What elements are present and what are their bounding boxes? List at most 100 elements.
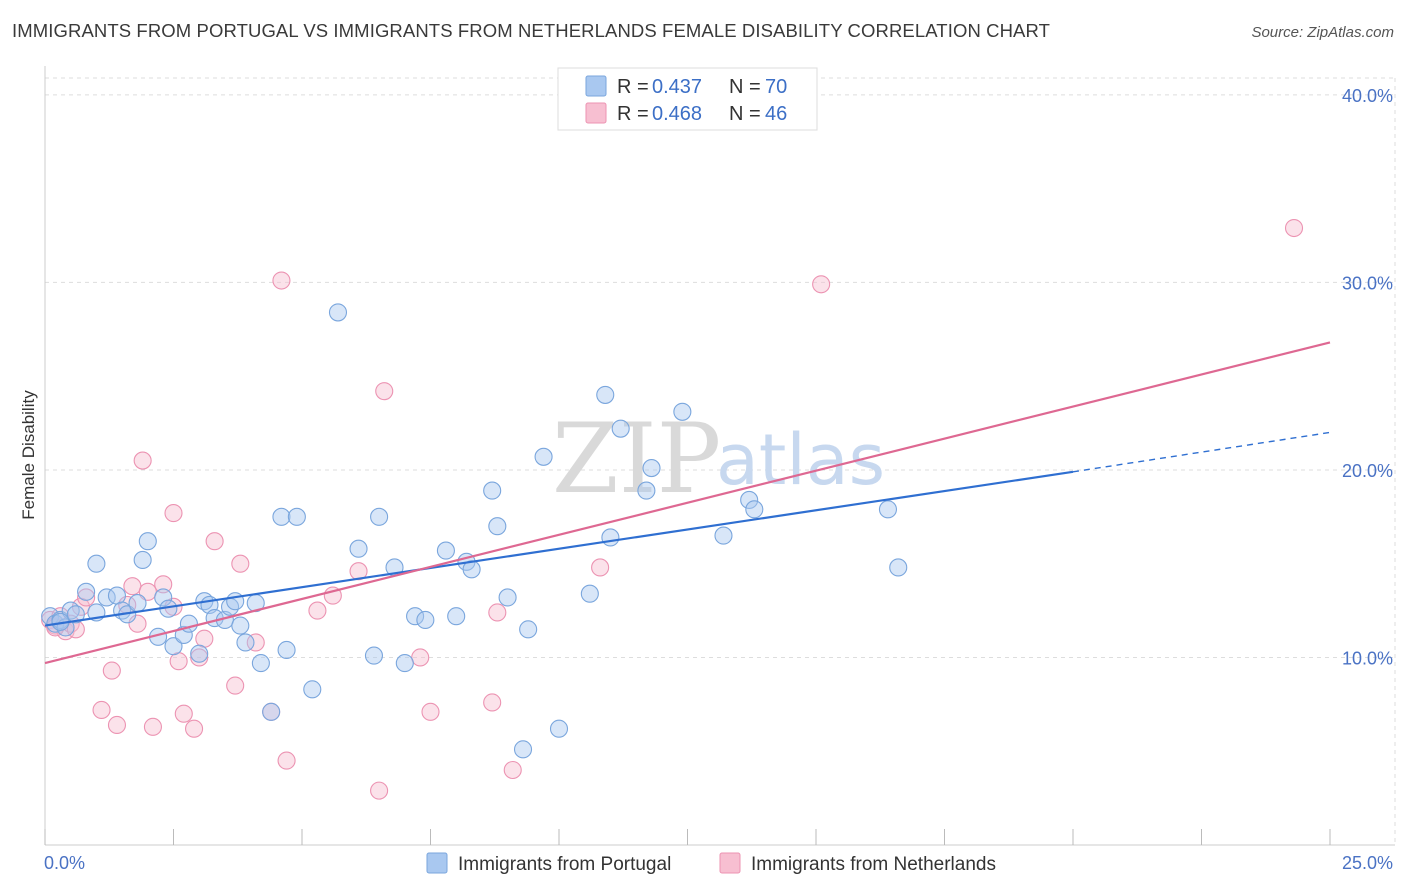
portugal-point — [596, 385, 615, 404]
legend-n-label-portugal: N = — [729, 76, 761, 98]
portugal-point — [262, 702, 281, 721]
portugal-point — [395, 654, 414, 673]
netherlands-point — [375, 382, 394, 401]
portugal-point — [406, 607, 425, 626]
y-tick-label: 10.0% — [1342, 648, 1393, 668]
netherlands-point — [370, 781, 389, 800]
bottom-legend-swatch-portugal — [426, 852, 448, 874]
portugal-point — [133, 550, 152, 570]
source-credit: Source: ZipAtlas.com — [1251, 24, 1394, 41]
netherlands-point — [169, 652, 188, 671]
netherlands-point — [185, 719, 204, 738]
portugal-point — [154, 588, 173, 607]
y-tick-label: 20.0% — [1342, 461, 1393, 481]
netherlands-point — [205, 532, 224, 551]
portugal-point — [231, 616, 250, 635]
legend-r-value-portugal: 0.437 — [652, 76, 702, 98]
portugal-point — [190, 644, 209, 663]
portugal-point — [745, 500, 764, 519]
y-tick-label: 30.0% — [1342, 273, 1393, 293]
y-axis-title: Female Disability — [19, 390, 38, 520]
portugal-point — [642, 459, 661, 478]
netherlands-point — [812, 275, 831, 294]
portugal-point — [740, 490, 759, 509]
bottom-legend-label-portugal: Immigrants from Portugal — [458, 854, 671, 875]
netherlands-point — [190, 648, 209, 667]
portugal-point — [77, 582, 96, 601]
bottom-legend-label-netherlands: Immigrants from Netherlands — [751, 854, 996, 875]
netherlands-trend-line — [44, 341, 1331, 665]
portugal-point — [236, 633, 255, 652]
portugal-point — [889, 558, 908, 577]
netherlands-point — [92, 700, 111, 720]
axes — [44, 66, 1395, 846]
portugal-point — [303, 680, 322, 699]
portugal-point — [488, 517, 507, 536]
portugal-point — [277, 640, 296, 660]
legend-r-value-netherlands: 0.468 — [652, 103, 702, 125]
watermark: ZIP atlas — [552, 403, 885, 515]
portugal-point — [107, 586, 127, 605]
netherlands-point — [272, 271, 291, 290]
netherlands-point — [246, 633, 265, 652]
portugal-point — [87, 554, 106, 573]
bottom-legend: Immigrants from Portugal Immigrants from… — [426, 852, 996, 875]
portugal-trend-extension — [1072, 431, 1331, 473]
portugal-point — [349, 539, 368, 558]
netherlands-point — [133, 451, 152, 470]
x-tick-labels: 0.0% 25.0% — [44, 853, 1393, 873]
netherlands-point — [102, 661, 121, 680]
y-tick-label: 40.0% — [1342, 86, 1393, 106]
netherlands-point — [226, 676, 245, 695]
legend-r-label-netherlands: R = — [617, 103, 649, 125]
legend: R = 0.437 N = 70 R = 0.468 N = 46 — [557, 67, 818, 131]
netherlands-point — [107, 715, 127, 735]
netherlands-point — [174, 704, 193, 723]
portugal-point — [519, 620, 538, 639]
portugal-point — [174, 625, 193, 645]
portugal-point — [138, 532, 157, 551]
netherlands-point — [164, 504, 183, 523]
portugal-point — [611, 419, 630, 438]
netherlands-point — [154, 575, 173, 594]
portugal-point — [714, 526, 733, 545]
netherlands-point — [411, 648, 430, 667]
portugal-point — [580, 584, 599, 603]
watermark-zip: ZIP — [552, 403, 721, 515]
netherlands-point — [483, 693, 502, 712]
netherlands-point — [231, 554, 250, 573]
portugal-trend-line — [44, 470, 1074, 627]
legend-n-label-netherlands: N = — [729, 103, 761, 125]
trend-lines — [44, 341, 1331, 665]
portugal-point — [673, 402, 692, 421]
legend-r-label-portugal: R = — [617, 76, 649, 98]
portugal-point — [513, 740, 533, 759]
netherlands-point — [128, 614, 147, 633]
y-tick-labels: 10.0% 20.0% 30.0% 40.0% — [1342, 86, 1393, 669]
netherlands-point — [277, 751, 296, 770]
portugal-point — [272, 507, 291, 526]
portugal-point — [483, 481, 502, 500]
portugal-point — [287, 507, 306, 526]
portugal-point — [534, 447, 553, 466]
portugal-point — [447, 607, 466, 626]
portugal-point — [498, 588, 517, 607]
portugal-point — [251, 654, 270, 673]
portugal-point — [436, 541, 455, 560]
portugal-point — [128, 594, 147, 613]
netherlands-point — [488, 603, 507, 622]
portugal-points — [41, 303, 908, 759]
legend-swatch-netherlands — [585, 102, 607, 124]
netherlands-point — [503, 760, 522, 780]
portugal-point — [328, 303, 348, 322]
legend-swatch-portugal — [585, 75, 607, 97]
legend-n-value-portugal: 70 — [765, 76, 787, 98]
x-tick-label-min: 0.0% — [44, 853, 85, 873]
chart-title: IMMIGRANTS FROM PORTUGAL VS IMMIGRANTS F… — [12, 20, 1051, 41]
netherlands-point — [421, 702, 440, 721]
netherlands-point — [143, 717, 162, 736]
netherlands-point — [308, 601, 327, 620]
netherlands-point — [195, 629, 214, 648]
portugal-point — [549, 719, 569, 738]
